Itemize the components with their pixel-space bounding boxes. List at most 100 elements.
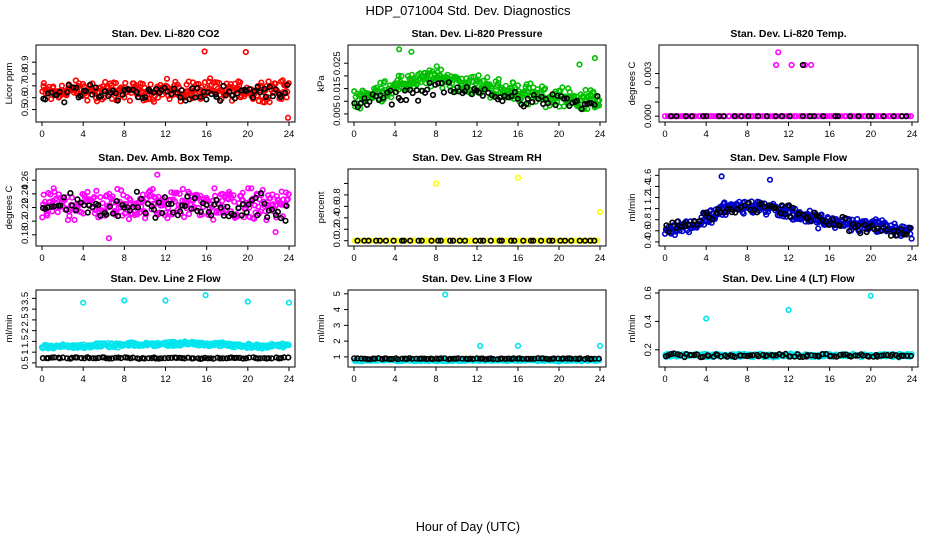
data-point	[47, 191, 54, 198]
data-point	[371, 355, 379, 362]
data-point	[217, 355, 224, 362]
data-point	[688, 113, 696, 120]
x-tick-label: 8	[745, 374, 750, 385]
data-point	[207, 75, 214, 82]
outlier-point	[121, 297, 128, 304]
data-point	[231, 198, 238, 205]
x-tick-label: 20	[866, 253, 877, 264]
data-point	[222, 92, 229, 99]
data-point	[165, 200, 172, 208]
data-point	[163, 75, 171, 82]
panel-title: Stan. Dev. Gas Stream RH	[412, 152, 541, 164]
data-point	[220, 82, 227, 90]
data-point	[529, 98, 536, 106]
data-point	[105, 355, 113, 362]
data-point	[709, 216, 716, 223]
series-1	[662, 292, 915, 361]
data-point	[176, 190, 183, 197]
plot-frame	[347, 168, 607, 247]
data-point	[124, 354, 131, 361]
data-point	[880, 352, 887, 359]
outlier-point	[442, 291, 449, 298]
data-point	[58, 82, 66, 89]
data-point	[138, 89, 145, 96]
data-point	[538, 93, 545, 100]
x-tick-label: 24	[595, 374, 606, 385]
x-tick-label: 4	[392, 129, 397, 140]
data-point	[112, 354, 119, 361]
outlier-point	[775, 49, 782, 56]
chart-panel-2: Stan. Dev. Li-820 Pressure kPa 0 4 8 12 16 20 24…	[316, 28, 607, 140]
data-point	[216, 79, 223, 87]
data-point	[44, 212, 51, 219]
data-point	[475, 72, 482, 79]
data-point	[243, 209, 250, 216]
data-point	[354, 237, 361, 244]
x-tick-label: 24	[907, 129, 918, 140]
y-tick-label: 0.4	[643, 235, 654, 248]
figure-x-axis-label: Hour of Day (UTC)	[416, 520, 520, 534]
data-point	[409, 89, 416, 97]
data-point	[727, 206, 735, 213]
data-point	[673, 113, 680, 120]
data-point	[549, 237, 556, 244]
x-tick-label: 12	[783, 374, 794, 385]
data-point	[413, 87, 420, 94]
x-tick-label: 24	[907, 253, 918, 264]
data-point	[880, 113, 887, 120]
data-point	[284, 196, 291, 203]
x-tick-label: 24	[595, 129, 606, 140]
data-point	[112, 90, 119, 97]
data-point	[272, 86, 279, 93]
data-point	[177, 94, 184, 101]
data-point	[778, 113, 786, 120]
data-point	[219, 355, 227, 362]
data-point	[217, 97, 224, 104]
data-point	[109, 210, 117, 217]
x-tick-label: 8	[122, 129, 127, 140]
data-point	[148, 206, 155, 213]
outlier-point	[244, 298, 251, 305]
panel-title: Stan. Dev. Line 4 (LT) Flow	[722, 273, 855, 285]
outlier-point	[154, 171, 161, 178]
data-point	[786, 113, 793, 120]
chart-panel-4: Stan. Dev. Amb. Box Temp. degrees C 0 4 8 12 1…	[4, 152, 296, 264]
data-point	[239, 201, 247, 208]
data-point	[812, 352, 819, 360]
x-tick-label: 16	[513, 253, 524, 264]
figure-title: HDP_071004 Std. Dev. Diagnostics	[366, 3, 571, 18]
outlier-point	[576, 61, 583, 68]
data-point	[152, 214, 159, 221]
x-tick-label: 20	[554, 253, 565, 264]
data-point	[122, 79, 129, 87]
data-point	[238, 212, 245, 219]
data-point	[161, 84, 168, 91]
data-point	[265, 355, 272, 362]
y-tick-label: 4	[332, 307, 343, 312]
series-2	[663, 199, 913, 239]
data-point	[45, 355, 52, 362]
data-point	[861, 221, 868, 228]
x-tick-label: 20	[866, 129, 877, 140]
x-tick-label: 8	[745, 253, 750, 264]
data-point	[194, 84, 201, 92]
y-tick-label: 1.6	[643, 169, 654, 182]
data-point	[138, 195, 145, 203]
data-point	[836, 222, 844, 229]
panel-title: Stan. Dev. Li-820 CO2	[112, 28, 220, 40]
data-point	[753, 209, 761, 216]
data-point	[161, 355, 168, 362]
data-point	[248, 185, 255, 192]
data-point	[544, 100, 552, 107]
data-point	[745, 113, 752, 120]
data-point	[398, 72, 405, 80]
data-point	[155, 199, 163, 206]
data-point	[468, 91, 476, 98]
data-point	[846, 113, 854, 120]
data-point	[428, 237, 435, 244]
data-point	[380, 94, 387, 101]
data-point	[261, 85, 268, 92]
y-tick-label: 0.8	[20, 67, 31, 80]
data-point	[591, 237, 598, 244]
x-tick-label: 0	[351, 129, 356, 140]
